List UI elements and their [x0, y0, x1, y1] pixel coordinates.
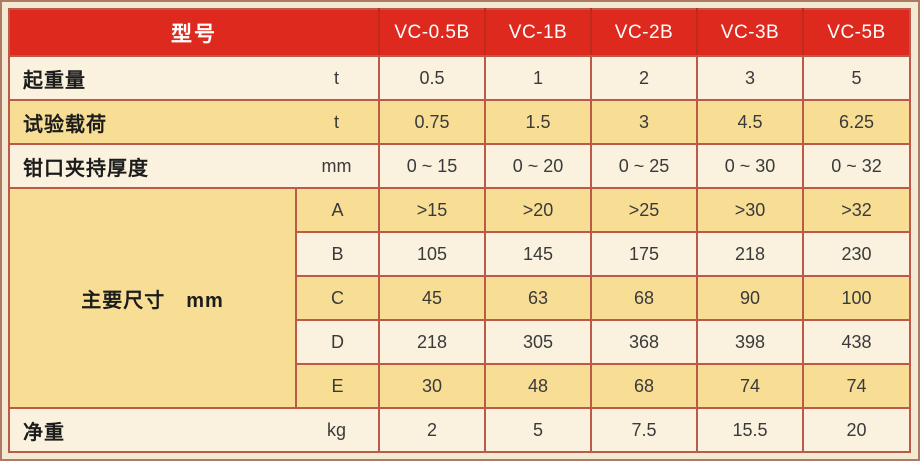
- value-cell: 30: [378, 363, 486, 409]
- value-cell: 74: [696, 363, 804, 409]
- value-cell: 20: [802, 407, 911, 453]
- header-model-label: 型号: [8, 8, 380, 57]
- row-jaw-thickness: 钳口夹持厚度 mm 0 ~ 15 0 ~ 20 0 ~ 25 0 ~ 30 0 …: [8, 143, 911, 189]
- dimension-letter: E: [295, 363, 380, 409]
- value-cell: 74: [802, 363, 911, 409]
- row-dimension-E: E 30 48 68 74 74: [9, 363, 911, 409]
- value-cell: 100: [802, 275, 911, 321]
- value-cell: 3: [696, 55, 804, 101]
- row-label: 起重量: [23, 69, 86, 92]
- header-model-vc3b: VC-3B: [696, 8, 804, 57]
- dimension-letter: A: [295, 187, 380, 233]
- row-label: 试验载荷: [23, 113, 107, 136]
- row-unit: kg: [326, 419, 346, 440]
- value-cell: 305: [484, 319, 592, 365]
- dimensions-span-label: 主要尺寸 mm: [8, 187, 297, 409]
- value-cell: 105: [378, 231, 486, 277]
- header-model-vc5b: VC-5B: [802, 8, 911, 57]
- header-row: 型号 VC-0.5B VC-1B VC-2B VC-3B VC-5B: [8, 8, 911, 57]
- row-dimension-A: 主要尺寸 mm A >15 >20 >25 >30 >32: [8, 187, 911, 409]
- value-cell: >30: [696, 187, 804, 233]
- value-cell: 1: [484, 55, 592, 101]
- row-unit: t: [333, 111, 339, 132]
- row-dimension-D: D 218 305 368 398 438: [9, 319, 911, 365]
- value-cell: >32: [802, 187, 911, 233]
- value-cell: >15: [378, 187, 486, 233]
- row-unit: mm: [321, 155, 352, 176]
- value-cell: 438: [802, 319, 911, 365]
- row-unit: t: [333, 67, 339, 88]
- value-cell: 0.5: [378, 55, 486, 101]
- row-label: 钳口夹持厚度: [23, 157, 149, 180]
- row-test-load: 试验载荷 t 0.75 1.5 3 4.5 6.25: [8, 99, 911, 145]
- dimension-letter: D: [295, 319, 380, 365]
- value-cell: 145: [484, 231, 592, 277]
- row-label: 净重: [23, 421, 65, 444]
- value-cell: 5: [484, 407, 592, 453]
- value-cell: 2: [378, 407, 486, 453]
- value-cell: 90: [696, 275, 804, 321]
- value-cell: >20: [484, 187, 592, 233]
- value-cell: 68: [590, 363, 698, 409]
- value-cell: >25: [590, 187, 698, 233]
- value-cell: 6.25: [802, 99, 911, 145]
- value-cell: 15.5: [696, 407, 804, 453]
- value-cell: 218: [696, 231, 804, 277]
- value-cell: 0 ~ 25: [590, 143, 698, 189]
- header-model-vc2b: VC-2B: [590, 8, 698, 57]
- value-cell: 218: [378, 319, 486, 365]
- row-lifting-capacity: 起重量 t 0.5 1 2 3 5: [8, 55, 911, 101]
- value-cell: 0 ~ 15: [378, 143, 486, 189]
- value-cell: 48: [484, 363, 592, 409]
- row-label-cell: 起重量 t: [8, 55, 380, 101]
- value-cell: 0 ~ 32: [802, 143, 911, 189]
- value-cell: 368: [590, 319, 698, 365]
- header-model-vc05b: VC-0.5B: [378, 8, 486, 57]
- value-cell: 175: [590, 231, 698, 277]
- value-cell: 7.5: [590, 407, 698, 453]
- value-cell: 0.75: [378, 99, 486, 145]
- header-model-vc1b: VC-1B: [484, 8, 592, 57]
- value-cell: 398: [696, 319, 804, 365]
- row-dimension-C: C 45 63 68 90 100: [9, 275, 911, 321]
- row-dimension-B: B 105 145 175 218 230: [9, 231, 911, 277]
- value-cell: 3: [590, 99, 698, 145]
- value-cell: 230: [802, 231, 911, 277]
- value-cell: 63: [484, 275, 592, 321]
- value-cell: 68: [590, 275, 698, 321]
- value-cell: 0 ~ 20: [484, 143, 592, 189]
- value-cell: 0 ~ 30: [696, 143, 804, 189]
- value-cell: 1.5: [484, 99, 592, 145]
- row-net-weight: 净重 kg 2 5 7.5 15.5 20: [8, 407, 911, 453]
- row-label-cell: 钳口夹持厚度 mm: [8, 143, 380, 189]
- row-label-cell: 净重 kg: [8, 407, 380, 453]
- value-cell: 4.5: [696, 99, 804, 145]
- value-cell: 5: [802, 55, 911, 101]
- value-cell: 45: [378, 275, 486, 321]
- dimension-letter: C: [295, 275, 380, 321]
- dimension-letter: B: [295, 231, 380, 277]
- row-label-cell: 试验载荷 t: [8, 99, 380, 145]
- value-cell: 2: [590, 55, 698, 101]
- spec-table: 型号 VC-0.5B VC-1B VC-2B VC-3B VC-5B 起重量 t…: [8, 8, 911, 453]
